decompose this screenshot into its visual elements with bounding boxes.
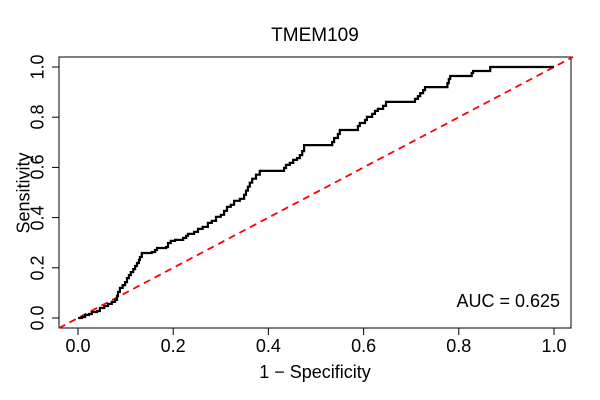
plot-title: TMEM109 (271, 25, 359, 46)
plot-box (58, 56, 572, 329)
y-tick-label: 0.2 (27, 255, 48, 281)
chance-diagonal-line (58, 56, 574, 329)
y-tick-label: 0.4 (27, 205, 48, 231)
y-tick-label: 0.0 (27, 305, 48, 331)
x-tick-label: 0.2 (160, 336, 186, 356)
x-tick-label: 0.6 (351, 336, 377, 356)
y-tick-label: 1.0 (27, 54, 48, 80)
x-tick-label: 0.8 (446, 336, 472, 356)
roc-curve (78, 65, 554, 320)
x-tick-label: 1.0 (541, 336, 567, 356)
x-tick-label: 0.0 (65, 336, 91, 356)
x-tick-label: 0.4 (255, 336, 281, 356)
x-axis-label: 1 − Specificity (259, 362, 371, 382)
auc-annotation: AUC = 0.625 (456, 291, 560, 311)
y-tick-label: 0.8 (27, 104, 48, 130)
y-tick-label: 0.6 (27, 154, 48, 180)
